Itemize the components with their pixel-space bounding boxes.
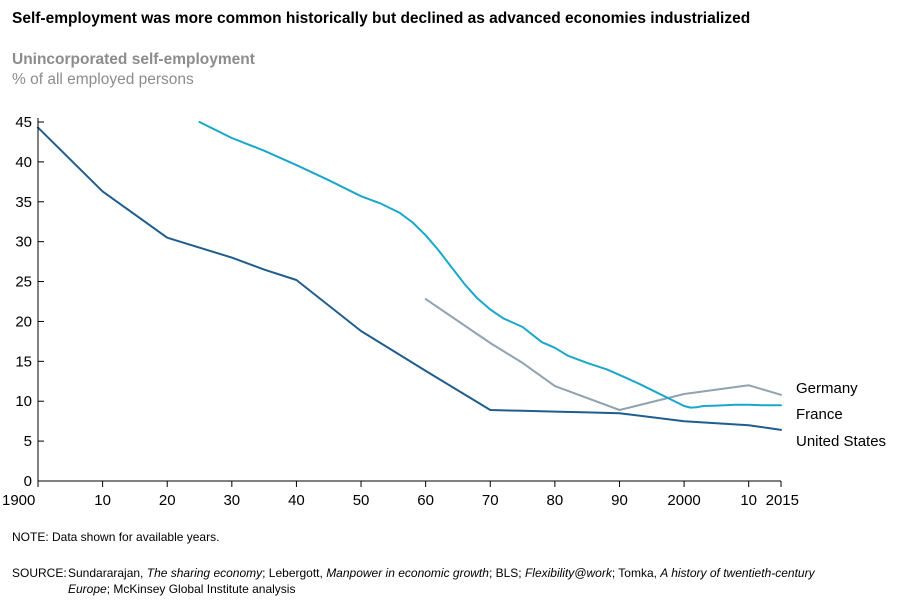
source-part-5: Flexibility@work: [524, 566, 612, 580]
x-tick-label: 80: [547, 492, 564, 509]
chart-title: Self-employment was more common historic…: [12, 10, 751, 27]
series-line-united-states: [37, 126, 782, 431]
x-tick-label: 60: [417, 492, 434, 509]
x-tick-label: 40: [288, 492, 305, 509]
chart-units: % of all employed persons: [12, 71, 194, 88]
source-part-4: ; BLS;: [488, 566, 525, 580]
x-tick-label: 50: [353, 492, 370, 509]
y-tick-label: 0: [24, 473, 32, 490]
series-lines: [37, 121, 782, 431]
source-part-2: ; Lebergott,: [262, 566, 327, 580]
y-tick-label: 45: [15, 114, 32, 131]
source-part-line2-1: ; McKinsey Global Institute analysis: [106, 582, 296, 596]
x-tick-label: 90: [611, 492, 628, 509]
y-tick-label: 15: [15, 353, 32, 370]
y-tick-label: 25: [15, 274, 32, 291]
source-text: Sundararajan, The sharing economy; Leber…: [68, 566, 815, 580]
y-tick-label: 35: [15, 194, 32, 211]
chart-subtitle: Unincorporated self-employment: [12, 51, 255, 68]
source-part-3: Manpower in economic growth: [326, 566, 489, 580]
x-tick-label: 20: [159, 492, 176, 509]
axes: 0 5 10 15 20 25 30 35 40 45 1900 10 20 30 40 50 60 70 80 90…: [2, 114, 799, 509]
source-part-line2-0: Europe: [68, 582, 107, 596]
source-part-1: The sharing economy: [146, 566, 263, 580]
series-line-france: [198, 121, 782, 409]
chart-note: NOTE: Data shown for available years.: [12, 530, 220, 544]
series-labels: Germany France United States: [796, 380, 886, 450]
source-label: SOURCE:: [12, 566, 67, 580]
source-part-6: ; Tomka,: [611, 566, 661, 580]
source-part-0: Sundararajan,: [68, 566, 147, 580]
y-tick-label: 30: [15, 234, 32, 251]
y-tick-label: 40: [15, 154, 32, 171]
x-tick-label: 2015: [766, 492, 799, 509]
source-part-7: A history of twentieth-century: [660, 566, 815, 580]
y-tick-label: 10: [15, 393, 32, 410]
chart-source: SOURCE:Sundararajan, The sharing economy…: [12, 565, 892, 597]
source-line-1: SOURCE:Sundararajan, The sharing economy…: [12, 565, 892, 581]
series-label-germany: Germany: [796, 380, 858, 397]
x-tick-label: 10: [740, 492, 757, 509]
x-tick-label: 2000: [667, 492, 700, 509]
y-tick-label: 5: [24, 433, 32, 450]
x-tick-label: 10: [94, 492, 111, 509]
series-line-germany: [424, 298, 782, 411]
series-label-france: France: [796, 406, 843, 423]
series-label-united-states: United States: [796, 433, 886, 450]
source-line-2: Europe; McKinsey Global Institute analys…: [12, 581, 892, 597]
x-tick-label: 70: [482, 492, 499, 509]
x-tick-label: 1900: [2, 492, 35, 509]
x-tick-label: 30: [223, 492, 240, 509]
y-tick-label: 20: [15, 313, 32, 330]
